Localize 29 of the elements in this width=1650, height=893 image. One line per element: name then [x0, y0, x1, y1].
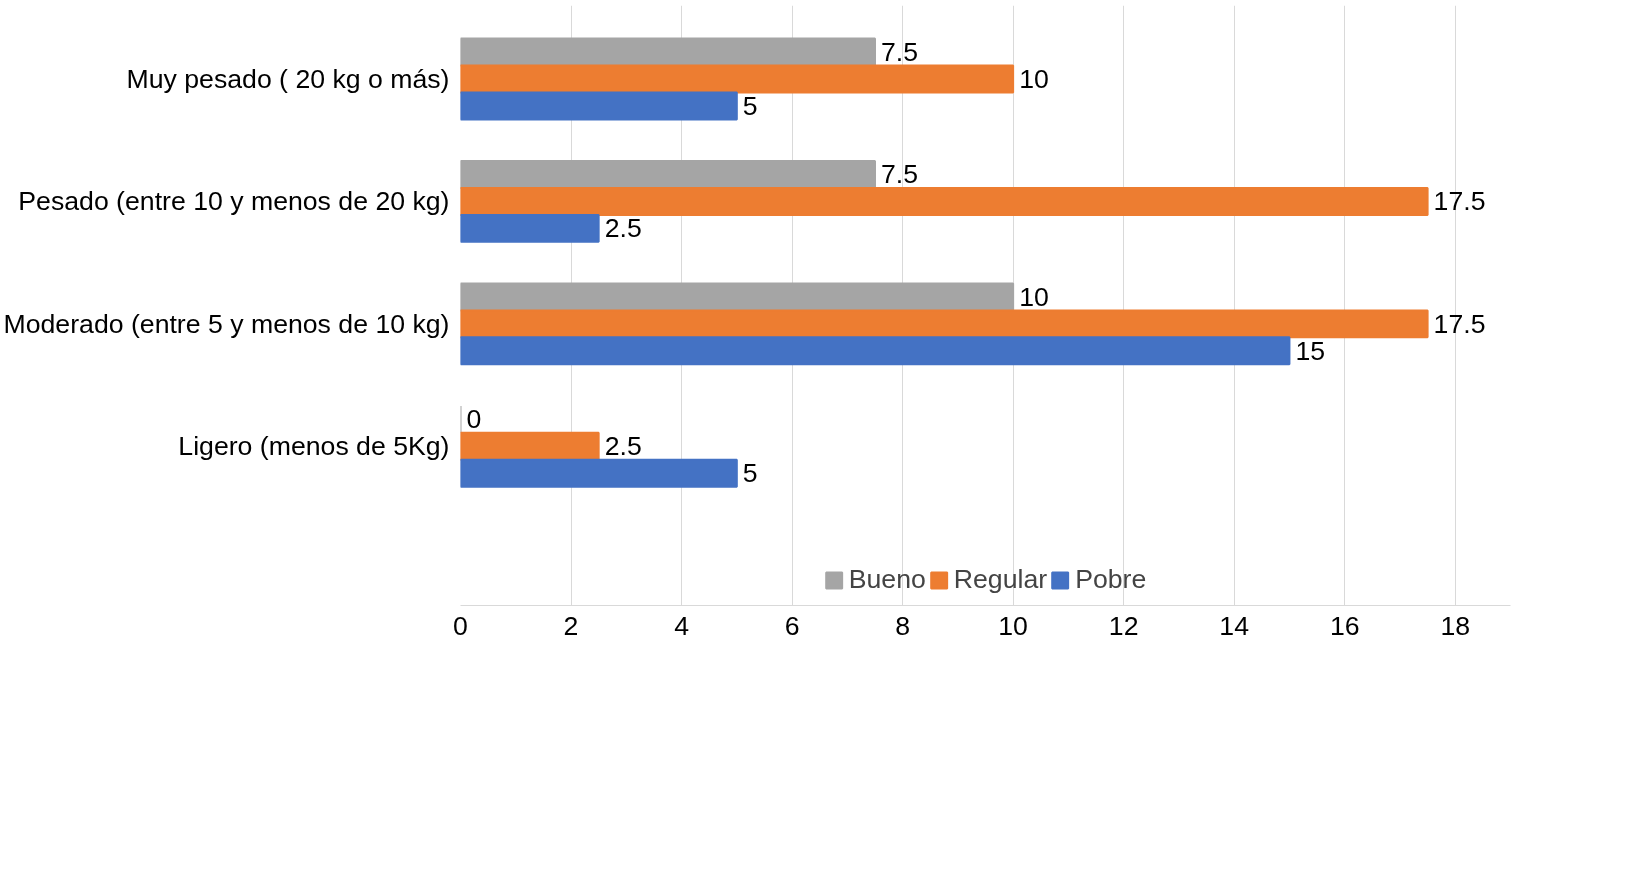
- legend-label: Regular: [953, 564, 1048, 595]
- x-tick-label: 2: [563, 610, 579, 641]
- x-tick-label: 4: [674, 610, 690, 641]
- x-tick-label: 12: [1108, 610, 1139, 641]
- x-tick-label: 18: [1440, 610, 1471, 641]
- data-label: 17.5: [1433, 308, 1486, 339]
- data-label: 10: [1019, 281, 1049, 312]
- data-label: 5: [742, 90, 758, 121]
- data-label: 2.5: [604, 213, 642, 244]
- data-label: 5: [742, 458, 758, 489]
- y-tick-label: Ligero (menos de 5Kg): [178, 431, 450, 462]
- data-label: 17.5: [1433, 186, 1486, 217]
- data-label: 7.5: [880, 159, 919, 190]
- x-tick-label: 10: [998, 610, 1028, 641]
- x-tick-label: 6: [784, 610, 800, 641]
- y-tick-label: Muy pesado ( 20 kg o más): [126, 63, 450, 94]
- data-label: 0: [466, 404, 482, 435]
- y-tick-label: Pesado (entre 10 y menos de 20 kg): [18, 186, 450, 217]
- data-label: 7.5: [880, 37, 919, 68]
- legend-label: Bueno: [848, 564, 926, 595]
- x-tick-label: 8: [895, 610, 911, 641]
- y-tick-label: Moderado (entre 5 y menos de 10 kg): [3, 308, 450, 339]
- legend-label: Pobre: [1075, 564, 1147, 595]
- x-tick-label: 14: [1219, 610, 1250, 641]
- x-tick-label: 0: [453, 610, 468, 641]
- data-label: 2.5: [604, 431, 642, 462]
- data-label: 15: [1295, 335, 1326, 366]
- x-tick-label: 16: [1329, 610, 1360, 641]
- data-label: 10: [1019, 63, 1049, 94]
